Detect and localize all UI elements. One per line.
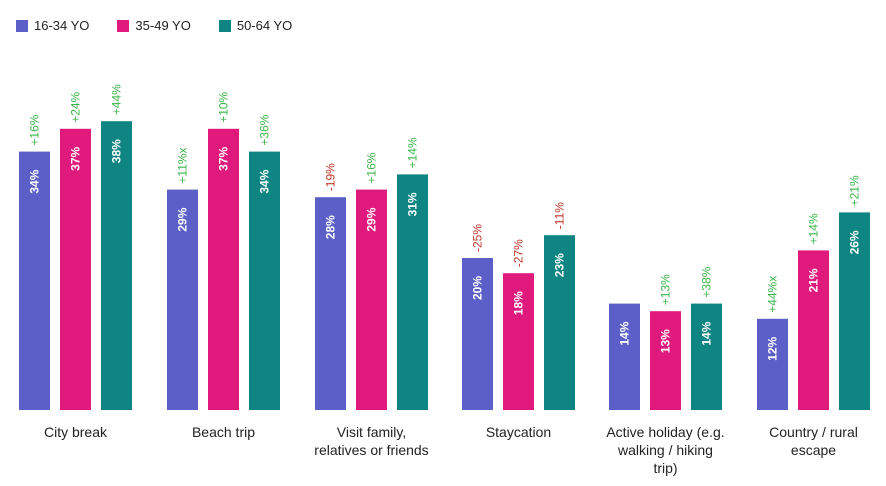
legend-label-16-34: 16-34 YO	[34, 18, 90, 33]
bar	[101, 121, 132, 410]
bar	[208, 128, 239, 411]
legend-swatch-50-64	[218, 19, 231, 32]
category-label: escape	[791, 442, 836, 458]
bar-value-label: 28%	[324, 215, 338, 239]
bar-value-label: 26%	[848, 230, 862, 254]
change-label: +36%	[258, 114, 272, 145]
legend-item-35-49: 35-49 YO	[117, 18, 191, 33]
change-label: -19%	[324, 163, 338, 191]
bar	[757, 318, 788, 410]
bar	[397, 174, 428, 410]
bar-value-label: 31%	[406, 192, 420, 216]
category-label: relatives or friends	[314, 442, 428, 458]
category-label: City break	[44, 424, 108, 440]
change-label: -25%	[471, 224, 485, 252]
bar-value-label: 21%	[807, 268, 821, 292]
change-label: +10%	[217, 91, 231, 122]
legend: 16-34 YO 35-49 YO 50-64 YO	[16, 18, 292, 33]
category-label: walking / hiking	[617, 442, 713, 458]
bar-value-label: 23%	[553, 253, 567, 277]
bar	[167, 189, 198, 410]
change-label: -27%	[512, 239, 526, 267]
bar-value-label: 34%	[28, 169, 42, 193]
bar-value-label: 14%	[618, 321, 632, 345]
category-label: Active holiday (e.g.	[606, 424, 724, 440]
legend-label-50-64: 50-64 YO	[236, 18, 293, 33]
bar	[544, 235, 575, 410]
bar-value-label: 13%	[659, 329, 673, 353]
bar-value-label: 20%	[471, 276, 485, 300]
bar	[60, 128, 91, 411]
change-label: +24%	[69, 91, 83, 122]
bar	[650, 311, 681, 410]
bar	[503, 273, 534, 410]
category-label: Country / rural	[769, 424, 858, 440]
bar	[839, 212, 870, 410]
bar-value-label: 29%	[176, 207, 190, 231]
bar-value-label: 37%	[69, 146, 83, 170]
bar-value-label: 34%	[258, 169, 272, 193]
change-label: +44%x	[766, 276, 780, 313]
category-label: Beach trip	[192, 424, 255, 440]
bar-value-label: 37%	[217, 146, 231, 170]
bar-value-label: 14%	[700, 321, 714, 345]
change-label: +11%x	[176, 147, 190, 183]
bar	[798, 250, 829, 410]
category-label: Staycation	[486, 424, 551, 440]
legend-swatch-16-34	[16, 19, 28, 32]
bar	[249, 151, 280, 410]
change-label: +14%	[807, 213, 821, 244]
change-label: +16%	[365, 152, 379, 183]
legend-item-16-34: 16-34 YO	[16, 18, 89, 33]
bar-value-label: 18%	[512, 291, 526, 315]
change-label: +21%	[848, 175, 862, 206]
bar	[356, 189, 387, 410]
bar	[19, 151, 50, 410]
legend-item-50-64: 50-64 YO	[218, 18, 293, 33]
bar-value-label: 29%	[365, 207, 379, 231]
bar	[609, 303, 640, 410]
category-label: Visit family,	[337, 424, 407, 440]
bar	[691, 303, 722, 410]
change-label: -11%	[553, 202, 567, 229]
change-label: +38%	[700, 266, 714, 297]
bar	[462, 258, 493, 410]
legend-label-35-49: 35-49 YO	[135, 18, 191, 33]
bar-value-label: 12%	[766, 336, 780, 360]
change-label: +13%	[659, 274, 673, 305]
bar-value-label: 38%	[110, 139, 124, 163]
category-label: trip)	[653, 460, 677, 476]
bar	[315, 197, 346, 410]
change-label: +16%	[28, 114, 42, 145]
change-label: +14%	[406, 137, 420, 168]
legend-swatch-35-49	[117, 19, 130, 32]
change-label: +44%	[110, 84, 124, 115]
